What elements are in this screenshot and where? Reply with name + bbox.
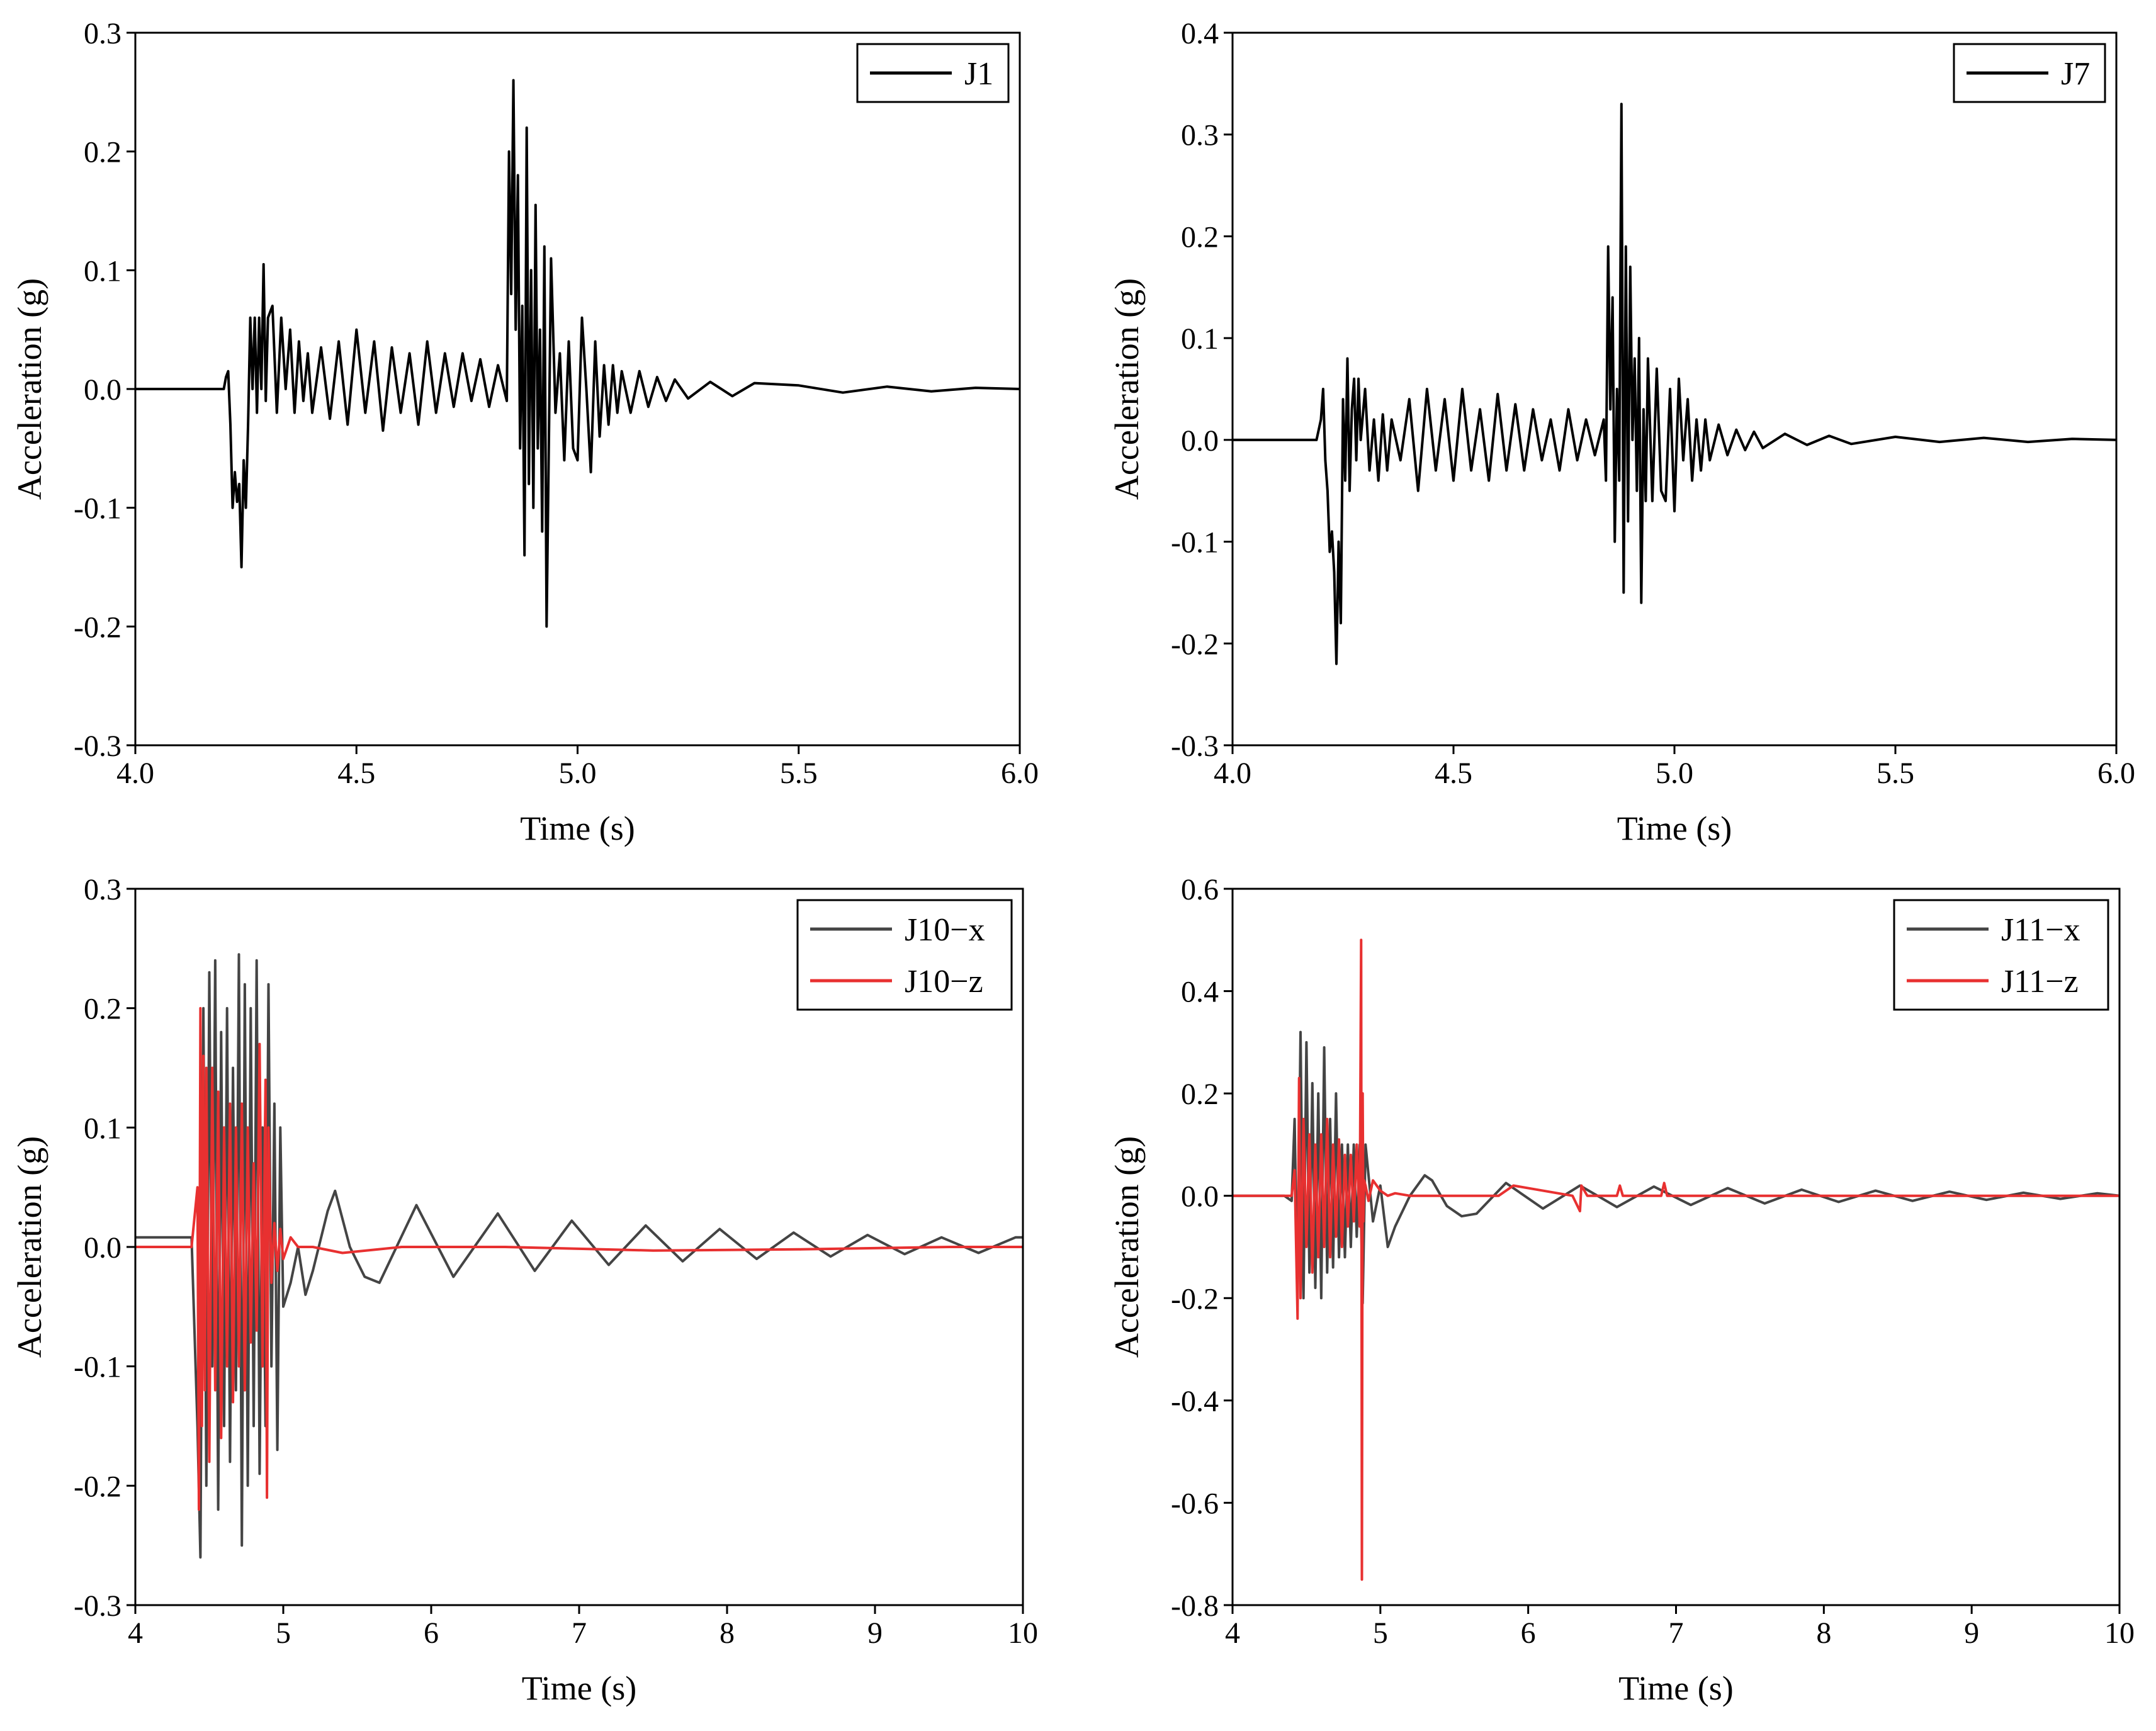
y-tick-label: 0.2	[1181, 220, 1219, 254]
y-tick-label: 0.2	[1181, 1078, 1219, 1111]
chart-panel-2: 4.0 4.5 5.0 5.5 6.0 -0.3 -0.2 -0.1 0.0 0.1 0.2 0.3 0…	[1108, 17, 2135, 847]
y-axis-title: Acceleration (g)	[11, 278, 48, 500]
series-line-j10-z	[135, 1006, 1023, 1511]
x-tick-label: 10	[1008, 1616, 1038, 1650]
y-tick-label: -0.8	[1171, 1589, 1219, 1623]
y-tick-label: -0.2	[74, 611, 121, 644]
legend-box	[796, 899, 1013, 1011]
y-tick-label: 0.3	[1181, 119, 1219, 152]
x-tick-label: 7	[1669, 1616, 1684, 1650]
chart-panel-3: 4 5 6 7 8 9 10 -0.3 -0.2 -0.1 0.0 0.1 0.2 0.3 Time (s)…	[11, 873, 1038, 1707]
x-axis-title: Time (s)	[1618, 1669, 1734, 1707]
x-tick-label: 8	[1816, 1616, 1831, 1650]
y-tick-label: 0.3	[84, 873, 121, 906]
y-tick-label: 0.0	[84, 373, 121, 407]
x-tick-label: 4.0	[1214, 757, 1251, 790]
y-tick-label: -0.1	[74, 492, 121, 526]
x-tick-label: 5	[1373, 1616, 1388, 1650]
x-tick-label: 4.5	[1435, 757, 1472, 790]
legend-label: J11−x	[2001, 912, 2080, 948]
y-tick-label: -0.2	[1171, 1282, 1219, 1316]
y-tick-label: 0.1	[84, 1112, 121, 1145]
x-tick-label: 9	[1964, 1616, 1979, 1650]
y-tick-label: 0.2	[84, 136, 121, 169]
chart-panel-4: 4 5 6 7 8 9 10 -0.8 -0.6 -0.4 -0.2 0.0 0.2 0.4 0.6 Time…	[1108, 873, 2135, 1707]
x-tick-label: 6.0	[2097, 757, 2135, 790]
x-tick-label: 4.5	[337, 757, 375, 790]
x-tick-label: 10	[2104, 1616, 2135, 1650]
x-axis-title: Time (s)	[520, 809, 635, 847]
y-tick-label: 0.6	[1181, 873, 1219, 906]
series-line-j7	[1233, 103, 2116, 665]
y-tick-label: -0.3	[1171, 730, 1219, 763]
x-tick-label: 5.5	[1877, 757, 1914, 790]
y-tick-label: 0.1	[84, 254, 121, 288]
series-line-j11-x	[1233, 1030, 2119, 1305]
plot-frame	[134, 31, 1021, 747]
x-tick-label: 9	[867, 1616, 883, 1650]
x-tick-label: 5	[276, 1616, 291, 1650]
x-tick-label: 4.0	[116, 757, 154, 790]
y-tick-label: 0.2	[84, 993, 121, 1026]
chart-panel-1: 4.0 4.5 5.0 5.5 6.0 -0.3 -0.2 -0.1 0.0 0.1 0.2 0.3 T…	[11, 17, 1039, 847]
legend-box	[1893, 899, 2109, 1011]
x-tick-label: 4	[128, 1616, 143, 1650]
y-tick-label: 0.0	[84, 1231, 121, 1265]
x-tick-label: 7	[572, 1616, 587, 1650]
x-tick-label: 5.0	[559, 757, 597, 790]
y-tick-label: 0.0	[1181, 424, 1219, 458]
legend-label: J1	[964, 56, 993, 92]
y-tick-label: -0.1	[74, 1351, 121, 1384]
x-tick-label: 8	[720, 1616, 735, 1650]
y-tick-label: -0.2	[1171, 628, 1219, 661]
x-tick-label: 6	[424, 1616, 439, 1650]
y-tick-label: 0.4	[1181, 976, 1219, 1009]
x-tick-label: 4	[1225, 1616, 1240, 1650]
x-tick-label: 5.0	[1656, 757, 1693, 790]
legend-label: J11−z	[2001, 964, 2079, 1000]
y-tick-label: -0.1	[1171, 526, 1219, 560]
x-axis-title: Time (s)	[522, 1669, 637, 1707]
y-axis-title: Acceleration (g)	[11, 1136, 48, 1358]
legend-label: J10−z	[905, 964, 983, 1000]
y-tick-label: -0.6	[1171, 1487, 1219, 1520]
x-tick-label: 5.5	[780, 757, 818, 790]
y-tick-label: -0.2	[74, 1470, 121, 1503]
legend-label: J10−x	[905, 912, 985, 948]
y-axis-title: Acceleration (g)	[1108, 1136, 1146, 1358]
series-line-j11-z	[1233, 939, 2119, 1581]
y-tick-label: -0.3	[74, 730, 121, 763]
y-tick-label: -0.3	[74, 1589, 121, 1623]
y-tick-label: 0.3	[84, 17, 121, 50]
y-axis-title: Acceleration (g)	[1108, 278, 1146, 500]
x-tick-label: 6	[1521, 1616, 1536, 1650]
series-line-j1	[135, 79, 1020, 628]
x-axis-title: Time (s)	[1617, 809, 1732, 847]
y-tick-label: 0.1	[1181, 322, 1219, 356]
legend-label: J7	[2061, 56, 2090, 92]
y-tick-label: -0.4	[1171, 1385, 1219, 1418]
x-tick-label: 6.0	[1001, 757, 1039, 790]
y-tick-label: 0.4	[1181, 17, 1219, 50]
y-tick-label: 0.0	[1181, 1180, 1219, 1214]
